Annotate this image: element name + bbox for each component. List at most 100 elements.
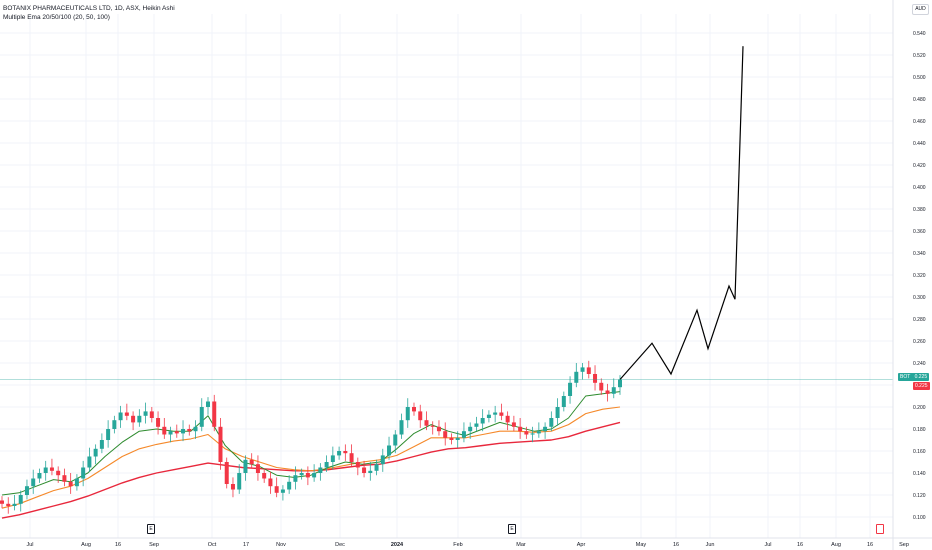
price-tick-label: 0.300 [913,295,926,301]
candle-body [312,473,317,478]
candle-body [206,401,210,407]
candle-body [568,382,573,396]
candle-body [280,489,285,493]
candle-body [193,426,198,432]
candle-body [399,420,404,435]
candle-body [218,426,223,462]
candle-body [149,411,154,418]
time-tick-label: Sep [899,542,909,548]
price-tick-label: 0.140 [913,471,926,477]
candle-body [424,420,429,426]
candle-body [156,418,161,427]
candle-body [24,486,29,495]
candle-body [262,473,267,479]
second-price-value: 0.225 [915,383,928,389]
candle-body [611,387,616,394]
candle-body [137,415,142,423]
candle-body [212,401,217,427]
price-tick-label: 0.360 [913,229,926,235]
candle-body [524,431,529,435]
candle-body [436,426,441,432]
time-tick-label: 2024 [391,542,404,548]
indicator-title[interactable]: Multiple Ema 20/50/100 (20, 50, 100) [3,14,110,21]
candle-body [6,503,11,506]
price-tick-label: 0.120 [913,493,926,499]
candle-body [586,367,591,374]
candle-body [37,473,42,479]
candle-body [18,495,23,504]
time-axis[interactable]: Jul Aug 16 Sep Oct 17 Nov Dec 2024 Feb Mar Apr May 16… [0,537,932,548]
candle-body [461,431,466,438]
candle-body [330,455,335,462]
earnings-marker-feb[interactable]: E [508,524,516,534]
candle-body [480,418,485,424]
candle-body [380,455,385,465]
time-tick-label: Apr [577,542,586,548]
heikin-ashi-candles [0,360,622,514]
candle-body [230,484,235,490]
candle-body [355,462,360,468]
candle-body [56,470,61,476]
candle-body [543,426,548,432]
time-tick-label: Jul [26,542,33,548]
candle-body [187,429,192,432]
candle-body [49,467,54,471]
candle-body [418,411,423,421]
candle-body [74,478,79,487]
candle-body [499,412,504,416]
currency-badge[interactable]: AUD [912,4,929,15]
symbol-label: BOT [900,374,911,380]
candle-body [62,475,67,482]
candle-body [174,431,179,434]
candle-body [324,462,329,468]
candle-body [468,426,473,432]
candle-body [112,420,117,429]
candle-body [412,407,416,412]
candle-body [561,396,566,407]
candle-body [574,371,579,383]
symbol-price-tag: BOT 0.225 [898,373,930,381]
candle-body [555,407,560,418]
time-tick-label: Aug [81,542,91,548]
candle-body [387,445,392,456]
ema20-series [1,391,621,496]
candle-body [293,475,298,482]
price-tick-label: 0.160 [913,449,926,455]
candle-body [287,481,292,490]
price-tick-label: 0.520 [913,53,926,59]
candle-body [181,429,186,434]
candle-body [162,426,167,435]
chart-grid [0,14,893,538]
chart-legend: BOTANIX PHARMACEUTICALS LTD, 1D, ASX, He… [3,4,175,22]
symbol-title[interactable]: BOTANIX PHARMACEUTICALS LTD, 1D, ASX, He… [3,5,175,12]
ema50-series [1,406,621,509]
candle-body [349,453,354,462]
time-tick-label: Sep [149,542,159,548]
price-tick-label: 0.240 [913,361,926,367]
candle-body [511,422,516,427]
ema50-line [1,406,621,509]
price-tick-label: 0.440 [913,141,926,147]
candle-body [81,467,86,479]
price-axis[interactable]: 0.540 0.520 0.500 0.480 0.460 0.440 0.420 0.400… [892,0,926,550]
time-tick-label: 16 [797,542,803,548]
time-tick-label: 16 [867,542,873,548]
candle-body [224,462,229,484]
candle-body [605,390,610,394]
candle-body [93,448,98,457]
earnings-marker-aug[interactable]: E [147,524,155,534]
candle-body [249,459,254,465]
event-marker-sep[interactable] [876,524,884,534]
candle-body [268,478,273,487]
candle-body [31,478,36,487]
time-tick-label: Oct [208,542,217,548]
candle-body [530,433,535,435]
price-tick-label: 0.180 [913,427,926,433]
candle-body [43,467,48,473]
price-tick-label: 0.260 [913,339,926,345]
candle-body [299,473,304,476]
candle-body [443,431,448,438]
candle-body [68,481,73,487]
second-price-tag: 0.225 [913,382,930,390]
